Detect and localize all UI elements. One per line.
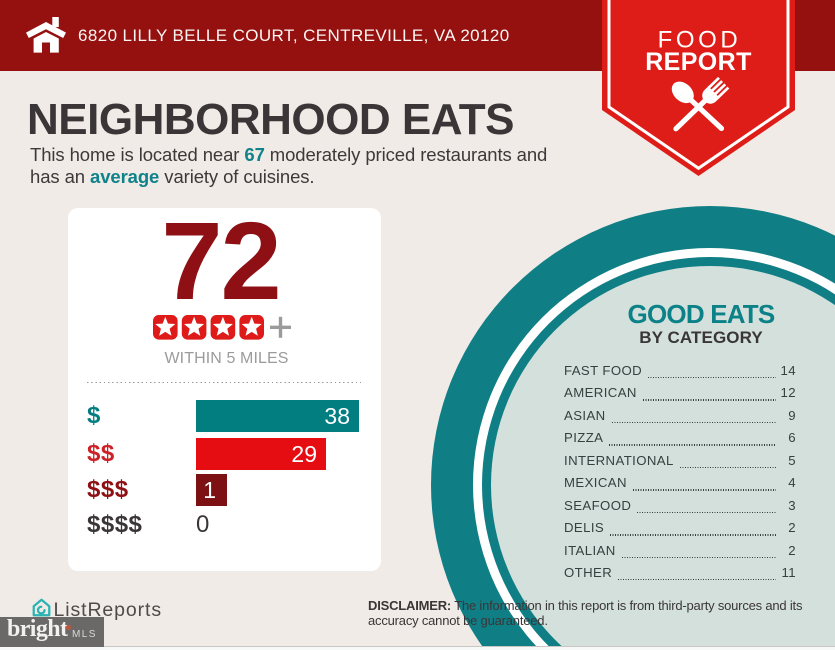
svg-text:REPORT: REPORT — [645, 48, 752, 76]
svg-text:FOOD: FOOD — [658, 27, 742, 54]
